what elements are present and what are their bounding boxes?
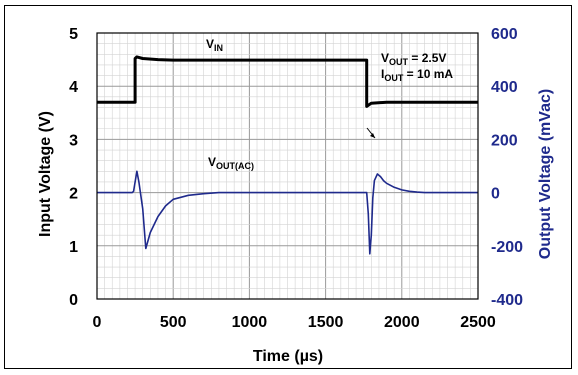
series-line-vin xyxy=(97,55,478,108)
plot-area xyxy=(96,32,479,300)
annotation-vin: VIN xyxy=(206,37,223,53)
x-tick-label: 1000 xyxy=(232,314,268,331)
x-tick-label: 1500 xyxy=(308,314,344,331)
annotation-vout-ac: VOUT(AC) xyxy=(208,155,254,171)
annotation-vout-setting: VOUT = 2.5V xyxy=(381,51,446,67)
x-tick-label: 2000 xyxy=(384,314,420,331)
y-right-tick-label: 400 xyxy=(491,79,518,96)
y-left-tick-label: 0 xyxy=(69,292,78,309)
y-right-tick-label: 600 xyxy=(491,26,518,43)
annotation-pointer-head xyxy=(370,133,375,138)
y-left-tick-label: 3 xyxy=(69,132,78,149)
x-axis-label: Time (µs) xyxy=(253,348,323,365)
x-tick-label: 2500 xyxy=(460,314,496,331)
y-left-tick-label: 1 xyxy=(69,239,78,256)
y-left-tick-label: 4 xyxy=(69,79,78,96)
y-left-tick-label: 2 xyxy=(69,186,78,203)
annotations: VIN VOUT(AC) VOUT = 2.5V IOUT = 10 mA xyxy=(206,37,453,171)
grid xyxy=(97,33,478,299)
y-right-tick-label: 0 xyxy=(491,186,500,203)
x-tick-label: 0 xyxy=(93,314,102,331)
y-right-axis-label: Output Voltage (mVac) xyxy=(537,89,554,259)
y-right-tick-label: 200 xyxy=(491,132,518,149)
y-left-axis-label: Input Voltage (V) xyxy=(37,111,54,237)
y-left-tick-label: 5 xyxy=(69,26,78,43)
figure-frame xyxy=(4,5,572,369)
annotation-iout-setting: IOUT = 10 mA xyxy=(381,67,453,83)
series-layer xyxy=(97,55,478,255)
x-tick-label: 500 xyxy=(160,314,187,331)
y-right-tick-label: -200 xyxy=(491,239,523,256)
y-right-tick-label: -400 xyxy=(491,292,523,309)
series-line-vout-ac- xyxy=(97,170,478,255)
tick-labels: 0 500 1000 1500 2000 2500 0 1 2 3 4 5 -400 -200 0 200 40… xyxy=(69,26,523,331)
